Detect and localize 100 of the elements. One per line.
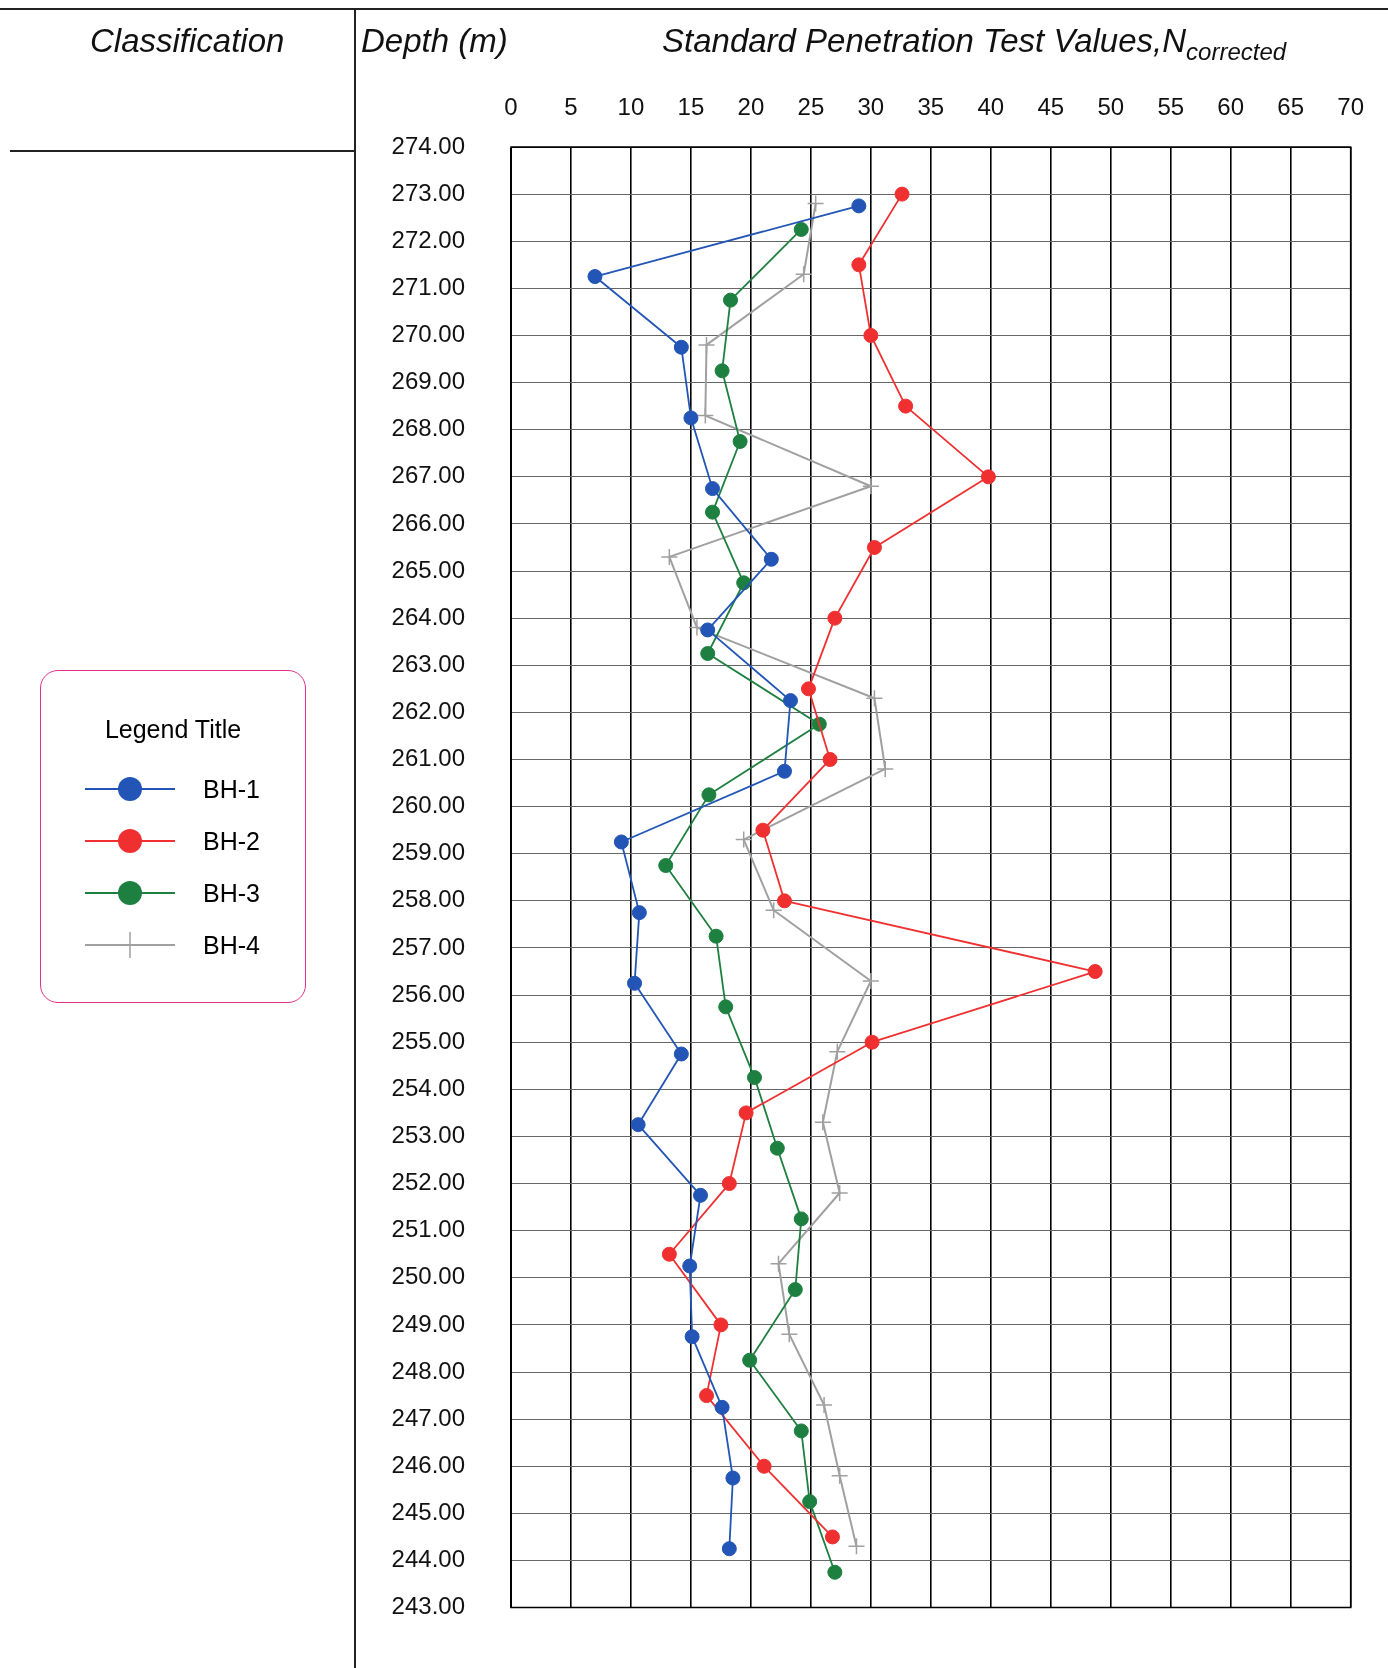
y-tick-label: 248.00 — [391, 1356, 465, 1384]
point — [1087, 964, 1103, 980]
legend-label: BH-2 — [203, 826, 260, 856]
point — [793, 1423, 809, 1439]
y-tick-label: 273.00 — [391, 178, 465, 206]
y-tick-label: 271.00 — [391, 272, 465, 300]
point — [865, 689, 884, 708]
x-tick-label: 0 — [504, 93, 518, 121]
point — [697, 336, 716, 354]
point — [864, 1034, 880, 1050]
point — [815, 1396, 833, 1414]
y-tick-label: 256.00 — [391, 979, 465, 1007]
y-tick-label: 263.00 — [391, 649, 465, 677]
point — [898, 398, 914, 414]
point — [755, 822, 771, 838]
point — [787, 1282, 803, 1298]
point — [776, 763, 792, 779]
point — [862, 477, 880, 495]
point — [780, 1325, 799, 1344]
y-tick-label: 251.00 — [391, 1215, 465, 1243]
point — [721, 1176, 737, 1192]
x-tick-label: 5 — [564, 93, 578, 121]
point — [794, 265, 813, 283]
point — [863, 327, 879, 343]
x-tick-label: 10 — [617, 93, 645, 121]
y-tick-label: 244.00 — [391, 1545, 465, 1573]
y-tick-label: 264.00 — [391, 602, 465, 630]
point — [682, 1258, 698, 1274]
point — [830, 1466, 849, 1485]
point — [701, 787, 717, 803]
point — [723, 292, 739, 308]
point — [793, 221, 809, 237]
point — [769, 1254, 788, 1273]
point — [734, 830, 753, 849]
x-tick-label: 25 — [797, 93, 825, 121]
point — [725, 1470, 741, 1486]
y-tick-label: 246.00 — [391, 1450, 465, 1478]
x-tick-label: 55 — [1157, 93, 1185, 121]
point — [827, 610, 843, 626]
point — [696, 406, 715, 425]
y-tick-label: 255.00 — [391, 1026, 465, 1054]
y-tick-label: 245.00 — [391, 1497, 465, 1525]
y-tick-label: 268.00 — [391, 414, 465, 442]
point — [764, 901, 783, 920]
x-tick-label: 65 — [1277, 93, 1305, 121]
point — [876, 760, 894, 778]
y-tick-label: 249.00 — [391, 1309, 465, 1337]
x-tick-label: 35 — [917, 93, 945, 121]
point — [708, 928, 724, 944]
point — [769, 1140, 785, 1156]
point — [721, 1541, 737, 1557]
point — [683, 410, 699, 426]
y-tick-label: 262.00 — [391, 697, 465, 725]
point — [802, 1494, 818, 1510]
y-tick-label: 252.00 — [391, 1168, 465, 1196]
y-tick-label: 258.00 — [391, 885, 465, 913]
point — [714, 1399, 730, 1415]
x-tick-label: 45 — [1037, 93, 1065, 121]
x-tick-label: 60 — [1217, 93, 1245, 121]
point — [705, 504, 721, 520]
y-tick-label: 261.00 — [391, 744, 465, 772]
point — [806, 194, 825, 213]
point — [693, 1187, 709, 1203]
y-tick-label: 260.00 — [391, 791, 465, 819]
point — [756, 1458, 772, 1474]
text: Classification — [90, 22, 285, 60]
y-tick-label: 259.00 — [391, 838, 465, 866]
point — [705, 481, 721, 497]
point — [627, 975, 643, 991]
point — [661, 1246, 677, 1262]
chart-title: Standard Penetration Test Values,N$_{corrected}$ — [662, 22, 1287, 66]
point — [866, 539, 882, 555]
point — [630, 1117, 646, 1133]
point — [684, 1329, 700, 1345]
y-tick-label: 253.00 — [391, 1121, 465, 1149]
point — [851, 198, 867, 214]
y-tick-label: 269.00 — [391, 367, 465, 395]
point — [824, 1529, 840, 1545]
x-tick-label: 20 — [737, 93, 765, 121]
point — [660, 548, 679, 566]
y-tick-label: 265.00 — [391, 555, 465, 583]
y-tick-label: 243.00 — [391, 1592, 465, 1620]
y-tick-label: 250.00 — [391, 1262, 465, 1290]
y-tick-label: 272.00 — [391, 225, 465, 253]
point — [830, 1184, 849, 1202]
point — [814, 1113, 832, 1132]
y-tick-label: 247.00 — [391, 1403, 465, 1431]
x-tick-label: 15 — [677, 93, 705, 121]
point — [700, 646, 716, 661]
point — [828, 1042, 847, 1061]
y-tick-label: 267.00 — [391, 461, 465, 489]
point — [713, 1317, 729, 1333]
legend-label: BH-3 — [203, 878, 260, 908]
point — [800, 681, 816, 697]
point — [699, 1388, 715, 1404]
x-tick-label: 40 — [977, 93, 1005, 121]
legend-label: BH-4 — [203, 930, 260, 960]
x-tick-label: 50 — [1097, 93, 1125, 121]
point — [631, 905, 647, 921]
point — [718, 999, 734, 1015]
